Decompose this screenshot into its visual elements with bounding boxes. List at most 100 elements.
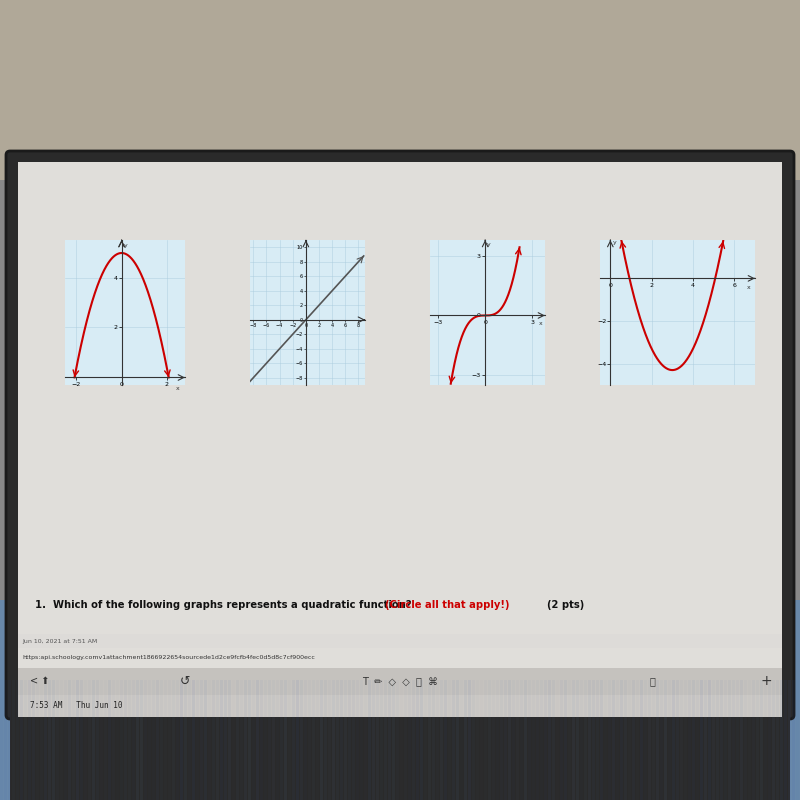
FancyBboxPatch shape	[18, 668, 782, 695]
Bar	[612, 680, 615, 800]
Bar	[552, 680, 555, 800]
Bar	[8, 680, 11, 800]
Bar	[624, 680, 627, 800]
Bar	[108, 680, 111, 800]
Bar	[528, 680, 531, 800]
Bar	[84, 680, 87, 800]
Bar	[772, 680, 775, 800]
Bar	[192, 680, 195, 800]
Bar	[28, 680, 31, 800]
FancyBboxPatch shape	[0, 0, 800, 180]
Bar	[576, 680, 579, 800]
Bar	[744, 680, 747, 800]
Bar	[376, 680, 379, 800]
Bar	[396, 680, 399, 800]
Text: ↺: ↺	[180, 674, 190, 687]
Bar	[272, 680, 275, 800]
Bar	[792, 680, 795, 800]
Bar	[48, 680, 51, 800]
Bar	[636, 680, 639, 800]
Bar	[260, 680, 263, 800]
Bar	[412, 680, 415, 800]
Bar	[476, 680, 479, 800]
Bar	[304, 680, 307, 800]
Bar	[480, 680, 483, 800]
Bar	[496, 680, 499, 800]
Bar	[16, 680, 19, 800]
Bar	[200, 680, 203, 800]
Bar	[324, 680, 327, 800]
Bar	[60, 680, 63, 800]
FancyBboxPatch shape	[18, 162, 782, 708]
Bar	[676, 680, 679, 800]
FancyBboxPatch shape	[200, 580, 600, 800]
Bar	[728, 680, 731, 800]
Bar	[428, 680, 431, 800]
Bar	[740, 680, 743, 800]
Bar	[32, 680, 35, 800]
Bar	[532, 680, 535, 800]
Bar	[336, 680, 339, 800]
Text: y: y	[486, 242, 490, 247]
Bar	[296, 680, 299, 800]
Bar	[156, 680, 159, 800]
Bar	[644, 680, 647, 800]
FancyBboxPatch shape	[10, 700, 790, 800]
Bar	[456, 680, 459, 800]
Bar	[708, 680, 711, 800]
Bar	[512, 680, 515, 800]
Bar	[548, 680, 551, 800]
Bar	[464, 680, 467, 800]
Bar	[36, 680, 39, 800]
Bar	[652, 680, 655, 800]
Bar	[568, 680, 571, 800]
Bar	[136, 680, 139, 800]
Bar	[20, 680, 23, 800]
Bar	[184, 680, 187, 800]
Bar	[120, 680, 123, 800]
Bar	[628, 680, 631, 800]
Bar	[384, 680, 387, 800]
Bar	[144, 680, 147, 800]
Bar	[452, 680, 455, 800]
Bar	[288, 680, 291, 800]
Bar	[468, 680, 471, 800]
Bar	[292, 680, 295, 800]
Bar	[736, 680, 739, 800]
Bar	[76, 680, 79, 800]
Bar	[484, 680, 487, 800]
Bar	[244, 680, 247, 800]
Bar	[660, 680, 663, 800]
Bar	[284, 680, 287, 800]
Bar	[332, 680, 335, 800]
Bar	[224, 680, 227, 800]
Text: < ⬆: < ⬆	[30, 676, 50, 686]
Bar	[408, 680, 411, 800]
Bar	[204, 680, 207, 800]
Bar	[188, 680, 191, 800]
Bar	[196, 680, 199, 800]
Bar	[380, 680, 383, 800]
Bar	[524, 680, 527, 800]
Bar	[640, 680, 643, 800]
Bar	[620, 680, 623, 800]
Bar	[220, 680, 223, 800]
Bar	[56, 680, 59, 800]
Bar	[216, 680, 219, 800]
Bar	[692, 680, 695, 800]
Bar	[12, 680, 15, 800]
Bar	[472, 680, 475, 800]
Bar	[680, 680, 683, 800]
Bar	[364, 680, 367, 800]
Bar	[404, 680, 407, 800]
Bar	[600, 680, 603, 800]
Bar	[648, 680, 651, 800]
Bar	[320, 680, 323, 800]
Bar	[208, 680, 211, 800]
Bar	[572, 680, 575, 800]
Text: y: y	[613, 240, 616, 246]
Bar	[172, 680, 175, 800]
Text: T  ✏  ◇  ◇  ⌕  ⌘: T ✏ ◇ ◇ ⌕ ⌘	[362, 676, 438, 686]
Bar	[700, 680, 703, 800]
Bar	[588, 680, 591, 800]
